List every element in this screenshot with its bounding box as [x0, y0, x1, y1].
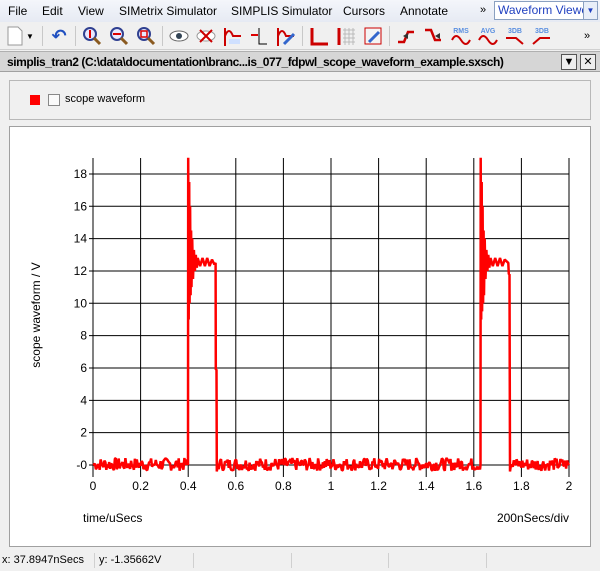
status-y: y: -1.35662V [94, 553, 193, 568]
menu-view[interactable]: View [78, 4, 104, 18]
menu-annotate[interactable]: Annotate [400, 4, 449, 18]
x-tick-label: 0.8 [275, 479, 292, 493]
status-bar: x: 37.8947nSecs y: -1.35662V [0, 550, 600, 571]
toolbar: ▼ ↶ RMS AVG 3DB 3DB » [0, 22, 600, 50]
y-tick-label: -0 [76, 458, 87, 472]
y-tick-label: 12 [74, 264, 88, 278]
add-axis-icon[interactable] [248, 25, 270, 47]
menu-cursors[interactable]: Cursors [343, 4, 386, 18]
y-tick-label: 4 [80, 393, 87, 407]
falling-edge-icon[interactable] [422, 25, 444, 47]
chevron-down-icon[interactable]: ▼ [583, 2, 597, 19]
legend-color-swatch [30, 95, 40, 105]
window-title-bar: simplis_tran2 (C:\data\documentation\bra… [0, 51, 600, 72]
x-division-label: 200nSecs/div [497, 511, 569, 525]
window-menu-button[interactable]: ▼ [561, 54, 577, 70]
menu-overflow-button[interactable]: » [480, 4, 487, 16]
status-x: x: 37.8947nSecs [2, 554, 84, 566]
menu-simetrix-simulator[interactable]: SIMetrix Simulator [119, 4, 218, 18]
y-tick-label: 18 [74, 167, 88, 181]
legend-label: scope waveform [65, 93, 146, 105]
zoom-vertical-icon[interactable] [81, 25, 103, 47]
y-axis-label: scope waveform / V [29, 262, 43, 367]
edit-curve-icon[interactable] [275, 25, 297, 47]
hide-curve-icon[interactable] [195, 25, 217, 47]
zoom-horizontal-icon[interactable] [108, 25, 130, 47]
y-tick-label: 16 [74, 199, 88, 213]
waveform-chart[interactable]: 0 0.2 0.4 0.6 0.8 1 1.2 1.4 1.6 1.8 2 -0 2 4 6 8 10 12 14 1… [10, 127, 590, 546]
x-tick-label: 1 [328, 479, 335, 493]
3db-high-icon[interactable]: 3DB [531, 25, 553, 47]
undo-icon[interactable]: ↶ [51, 25, 67, 46]
x-tick-label: 0.2 [132, 479, 149, 493]
legend-panel: scope waveform [9, 80, 591, 120]
edit-graph-icon[interactable] [362, 25, 384, 47]
zoom-box-icon[interactable] [135, 25, 157, 47]
legend-checkbox[interactable] [48, 94, 60, 106]
plot-panel[interactable]: 0 0.2 0.4 0.6 0.8 1 1.2 1.4 1.6 1.8 2 -0 2 4 6 8 10 12 14 1… [9, 126, 591, 547]
rms-icon[interactable]: RMS [450, 25, 472, 47]
menu-file[interactable]: File [8, 4, 28, 18]
y-tick-label: 14 [74, 232, 88, 246]
waveform-series-line [92, 157, 571, 472]
x-tick-label: 0.6 [227, 479, 244, 493]
window-title: simplis_tran2 (C:\data\documentation\bra… [7, 55, 504, 69]
x-tick-label: 1.4 [418, 479, 435, 493]
show-curve-icon[interactable] [168, 25, 190, 47]
x-tick-label: 0 [90, 479, 97, 493]
x-tick-label: 2 [566, 479, 573, 493]
label-curve-icon[interactable] [222, 25, 244, 47]
menu-bar: File Edit View SIMetrix Simulator SIMPLI… [0, 0, 600, 22]
dropdown-icon[interactable]: ▼ [26, 31, 34, 41]
avg-icon[interactable]: AVG [477, 25, 499, 47]
add-grid-icon[interactable] [335, 25, 357, 47]
3db-low-icon[interactable]: 3DB [504, 25, 526, 47]
rising-edge-icon[interactable] [395, 25, 417, 47]
close-icon[interactable]: ✕ [580, 54, 596, 70]
x-axis-label: time/uSecs [83, 511, 142, 525]
toolbar-overflow-button[interactable]: » [583, 30, 591, 42]
new-document-icon[interactable] [4, 25, 26, 47]
menu-edit[interactable]: Edit [42, 4, 63, 18]
y-tick-label: 6 [80, 361, 87, 375]
y-tick-label: 10 [74, 296, 88, 310]
y-tick-label: 2 [80, 426, 87, 440]
y-tick-label: 8 [80, 329, 87, 343]
x-tick-label: 0.4 [180, 479, 197, 493]
new-grid-icon[interactable] [308, 25, 330, 47]
menu-simplis-simulator[interactable]: SIMPLIS Simulator [231, 4, 333, 18]
x-tick-label: 1.6 [465, 479, 482, 493]
x-tick-label: 1.8 [513, 479, 530, 493]
x-tick-label: 1.2 [370, 479, 387, 493]
viewer-select-value: Waveform Viewer [498, 3, 593, 17]
viewer-select[interactable]: Waveform Viewer ▼ [494, 1, 598, 20]
